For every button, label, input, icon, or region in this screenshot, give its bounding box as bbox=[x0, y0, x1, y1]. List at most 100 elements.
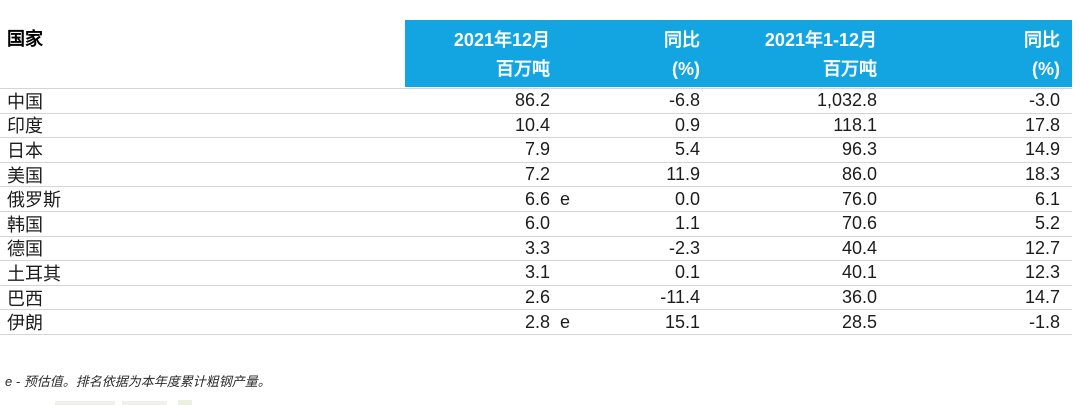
dec-mt-value: 3.3 bbox=[524, 237, 550, 258]
table-row: 中国 86.2 -6.8 1,032.8 -3.0 bbox=[0, 89, 1072, 114]
country-cell: 俄罗斯 bbox=[7, 190, 61, 211]
ytd-mt-cell: 76.0 bbox=[712, 189, 889, 210]
dec-mt-value: 2.6 bbox=[524, 287, 550, 308]
dec-mt-cell: 86.2 bbox=[405, 90, 580, 111]
dec-yoy-cell: 0.1 bbox=[580, 262, 712, 283]
ytd-yoy-cell: 12.3 bbox=[889, 262, 1072, 283]
dec-yoy-cell: 11.9 bbox=[580, 164, 712, 185]
country-cell: 印度 bbox=[7, 116, 43, 137]
country-cell: 美国 bbox=[7, 165, 43, 186]
country-cell: 韩国 bbox=[7, 214, 43, 235]
ytd-yoy-value: 6.1 bbox=[1034, 188, 1060, 209]
ytd-yoy-value: -3.0 bbox=[1028, 90, 1060, 111]
country-cell: 中国 bbox=[7, 91, 43, 112]
ytd-yoy-value: 5.2 bbox=[1034, 213, 1060, 234]
ytd-mt-value: 28.5 bbox=[841, 311, 877, 332]
estimate-flag: e bbox=[560, 311, 571, 332]
dec-yoy-value: -6.8 bbox=[668, 90, 700, 111]
header-ytd-mt-line2: 百万吨 bbox=[823, 58, 877, 79]
dec-yoy-value: 1.1 bbox=[674, 213, 700, 234]
dec-mt-value: 10.4 bbox=[514, 114, 550, 135]
dec-yoy-cell: 1.1 bbox=[580, 213, 712, 234]
ytd-mt-cell: 118.1 bbox=[712, 115, 889, 136]
ytd-mt-value: 118.1 bbox=[833, 114, 877, 135]
table-row: 韩国 6.0 1.1 70.6 5.2 bbox=[0, 212, 1072, 237]
ytd-yoy-cell: 18.3 bbox=[889, 164, 1072, 185]
dec-mt-value: 3.1 bbox=[524, 262, 550, 283]
dec-mt-value: 2.8 bbox=[524, 311, 550, 332]
ytd-mt-value: 1,032.8 bbox=[816, 90, 877, 111]
cutoff-content-artifact bbox=[122, 401, 167, 405]
ytd-yoy-value: 17.8 bbox=[1024, 114, 1060, 135]
dec-yoy-cell: 0.0 bbox=[580, 189, 712, 210]
country-cell: 德国 bbox=[7, 239, 43, 260]
ytd-yoy-cell: 14.7 bbox=[889, 287, 1072, 308]
ytd-yoy-value: 12.3 bbox=[1024, 262, 1060, 283]
ytd-mt-cell: 40.4 bbox=[712, 238, 889, 259]
ytd-mt-value: 70.6 bbox=[841, 213, 877, 234]
header-ytd-yoy-line2: (%) bbox=[1032, 58, 1060, 79]
country-cell: 伊朗 bbox=[7, 313, 43, 334]
ytd-mt-value: 36.0 bbox=[841, 287, 877, 308]
ytd-mt-cell: 28.5 bbox=[712, 312, 889, 333]
estimate-flag: e bbox=[560, 188, 571, 209]
ytd-mt-cell: 40.1 bbox=[712, 262, 889, 283]
ytd-mt-cell: 70.6 bbox=[712, 213, 889, 234]
ytd-yoy-cell: 6.1 bbox=[889, 189, 1072, 210]
dec-mt-cell: 10.4 bbox=[405, 115, 580, 136]
dec-mt-value: 6.6 bbox=[524, 188, 550, 209]
dec-mt-cell: 7.2 bbox=[405, 164, 580, 185]
dec-mt-cell: 7.9 bbox=[405, 139, 580, 160]
header-dec-yoy: 同比 (%) bbox=[580, 20, 712, 87]
ytd-mt-value: 40.4 bbox=[841, 237, 877, 258]
ytd-yoy-value: 14.7 bbox=[1024, 287, 1060, 308]
estimate-footnote: e - 预估值。排名依据为本年度累计粗钢产量。 bbox=[5, 374, 271, 389]
ytd-mt-cell: 1,032.8 bbox=[712, 90, 889, 111]
header-dec-yoy-line2: (%) bbox=[672, 58, 700, 79]
header-dec-mt-line2: 百万吨 bbox=[496, 58, 550, 79]
ytd-yoy-value: 18.3 bbox=[1024, 164, 1060, 185]
dec-yoy-cell: 15.1 bbox=[580, 312, 712, 333]
dec-yoy-cell: 5.4 bbox=[580, 139, 712, 160]
ytd-yoy-cell: 14.9 bbox=[889, 139, 1072, 160]
ytd-mt-cell: 36.0 bbox=[712, 287, 889, 308]
dec-yoy-value: 11.9 bbox=[666, 164, 700, 185]
dec-mt-cell: 3.1 bbox=[405, 262, 580, 283]
table-row: 日本 7.9 5.4 96.3 14.9 bbox=[0, 138, 1072, 163]
country-cell: 日本 bbox=[7, 140, 43, 161]
dec-mt-cell: 6.0 bbox=[405, 213, 580, 234]
dec-mt-value: 7.9 bbox=[524, 139, 550, 160]
dec-mt-cell: 3.3 bbox=[405, 238, 580, 259]
ytd-yoy-value: 14.9 bbox=[1024, 139, 1060, 160]
table-row: 德国 3.3 -2.3 40.4 12.7 bbox=[0, 237, 1072, 262]
dec-yoy-value: -2.3 bbox=[668, 237, 700, 258]
dec-yoy-cell: -2.3 bbox=[580, 238, 712, 259]
country-cell: 巴西 bbox=[7, 288, 43, 309]
ytd-yoy-value: -1.8 bbox=[1028, 311, 1060, 332]
dec-yoy-value: 0.0 bbox=[674, 188, 700, 209]
dec-yoy-cell: -6.8 bbox=[580, 90, 712, 111]
dec-mt-cell: 2.8 e bbox=[405, 312, 580, 333]
dec-mt-cell: 6.6 e bbox=[405, 189, 580, 210]
header-ytd-yoy-line1: 同比 bbox=[1024, 29, 1060, 50]
table-row: 土耳其 3.1 0.1 40.1 12.3 bbox=[0, 261, 1072, 286]
dec-mt-value: 7.2 bbox=[524, 164, 550, 185]
ytd-yoy-cell: 17.8 bbox=[889, 115, 1072, 136]
dec-yoy-value: 15.1 bbox=[664, 311, 700, 332]
ytd-mt-cell: 86.0 bbox=[712, 164, 889, 185]
table-header-band: 2021年12月 百万吨 同比 (%) 2021年1-12月 百万吨 同比 (%… bbox=[405, 20, 1072, 87]
dec-yoy-cell: 0.9 bbox=[580, 115, 712, 136]
table-row: 美国 7.2 11.9 86.0 18.3 bbox=[0, 163, 1072, 188]
table-body: 中国 86.2 -6.8 1,032.8 -3.0 印度 10.4 0.9 118.1 17.8 日… bbox=[0, 88, 1072, 335]
ytd-yoy-cell: -3.0 bbox=[889, 90, 1072, 111]
table-row: 伊朗 2.8 e 15.1 28.5 -1.8 bbox=[0, 310, 1072, 335]
dec-mt-value: 86.2 bbox=[514, 90, 550, 111]
cutoff-content-artifact bbox=[55, 401, 115, 405]
dec-yoy-value: -11.4 bbox=[660, 287, 700, 308]
ytd-mt-value: 96.3 bbox=[841, 139, 877, 160]
ytd-yoy-cell: 5.2 bbox=[889, 213, 1072, 234]
dec-yoy-value: 5.4 bbox=[674, 139, 700, 160]
table-row: 俄罗斯 6.6 e 0.0 76.0 6.1 bbox=[0, 187, 1072, 212]
header-ytd-mt: 2021年1-12月 百万吨 bbox=[712, 20, 889, 87]
